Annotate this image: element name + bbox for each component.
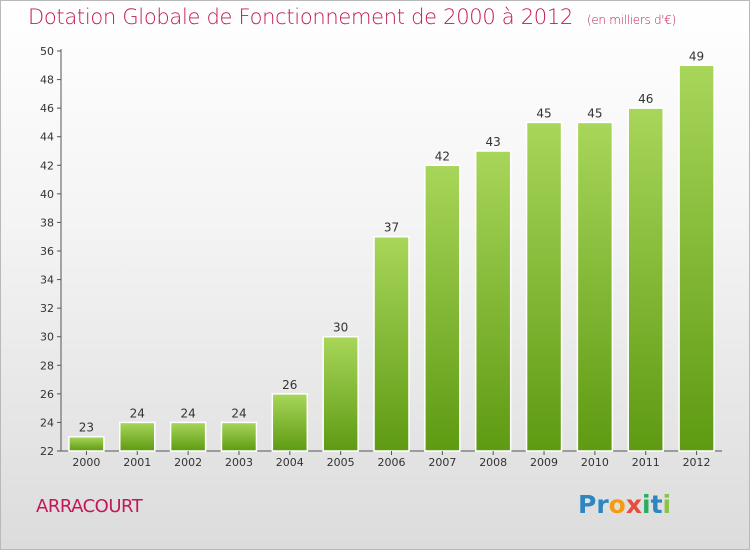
bar-value-label: 24 — [180, 406, 195, 420]
bar-value-label: 43 — [486, 135, 501, 149]
y-tick-label: 50 — [40, 45, 54, 58]
x-tick-label: 2010 — [581, 456, 609, 469]
y-tick-label: 28 — [40, 359, 54, 372]
chart-title: Dotation Globale de Fonctionnement de 20… — [28, 5, 676, 29]
bar-value-label: 49 — [689, 49, 704, 63]
logo-part: x — [625, 490, 642, 519]
x-tick-label: 2003 — [225, 456, 253, 469]
y-tick-label: 26 — [40, 388, 54, 401]
proxiti-logo[interactable]: Proxiti — [578, 490, 671, 519]
bar — [169, 421, 207, 452]
bar-value-label: 45 — [587, 106, 602, 120]
bar-value-label: 24 — [231, 406, 246, 420]
bar — [119, 421, 156, 452]
bar — [474, 150, 512, 452]
bar — [373, 235, 410, 452]
bar-value-label: 46 — [638, 92, 653, 106]
bar — [525, 121, 563, 452]
chart-subtitle: (en milliers d'€) — [586, 13, 676, 27]
x-tick-label: 2004 — [276, 456, 304, 469]
x-tick-label: 2007 — [428, 456, 456, 469]
bar — [678, 64, 715, 452]
logo-part: o — [608, 490, 626, 519]
bar — [576, 121, 614, 452]
y-tick-label: 38 — [40, 216, 54, 229]
x-tick-label: 2000 — [72, 456, 100, 469]
bar-value-label: 23 — [79, 421, 94, 435]
y-tick-label: 24 — [40, 416, 54, 429]
bar-value-label: 42 — [435, 149, 450, 163]
x-tick-label: 2006 — [378, 456, 406, 469]
chart-title-text: Dotation Globale de Fonctionnement de 20… — [28, 5, 573, 29]
bar-value-label: 24 — [130, 406, 145, 420]
bar — [627, 107, 664, 452]
x-tick-label: 2001 — [123, 456, 151, 469]
y-tick-label: 34 — [40, 274, 54, 287]
bar — [68, 435, 105, 452]
bar-value-label: 45 — [536, 106, 551, 120]
y-tick-label: 30 — [40, 331, 54, 344]
x-tick-label: 2009 — [530, 456, 558, 469]
bar — [424, 164, 461, 452]
y-tick-label: 36 — [40, 245, 54, 258]
y-tick-label: 42 — [40, 159, 54, 172]
x-tick-label: 2002 — [174, 456, 202, 469]
logo-part: Pr — [578, 490, 609, 519]
x-tick-label: 2005 — [327, 456, 355, 469]
x-tick-label: 2011 — [632, 456, 660, 469]
y-tick-label: 32 — [40, 302, 54, 315]
bar-value-label: 37 — [384, 221, 399, 235]
y-tick-label: 46 — [40, 102, 54, 115]
y-tick-label: 48 — [40, 74, 54, 87]
logo-part: i — [662, 490, 672, 519]
bar-value-label: 26 — [282, 378, 297, 392]
logo-part: i — [641, 490, 651, 519]
y-tick-label: 44 — [40, 131, 54, 144]
x-tick-label: 2008 — [479, 456, 507, 469]
y-tick-label: 22 — [40, 445, 54, 458]
y-tick-label: 40 — [40, 188, 54, 201]
commune-name: ARRACOURT — [36, 496, 143, 517]
bar-value-label: 30 — [333, 321, 348, 335]
logo-part: t — [650, 490, 663, 519]
bar — [220, 421, 258, 452]
x-tick-label: 2012 — [683, 456, 711, 469]
bar — [322, 335, 359, 452]
bar — [271, 393, 309, 452]
